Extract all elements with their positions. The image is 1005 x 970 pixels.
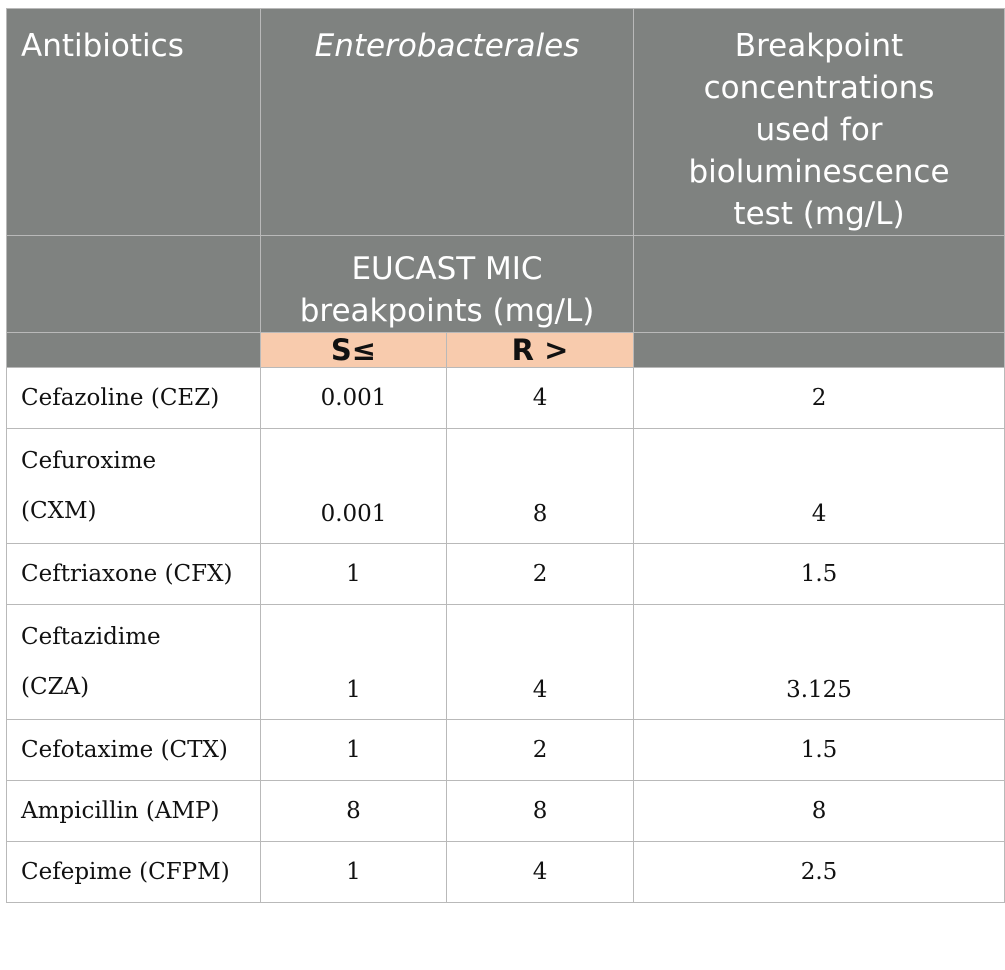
bp-value: 1.5 [633, 543, 1005, 605]
s-value: 0.001 [260, 367, 447, 429]
r-value: 4 [445, 841, 635, 903]
s-value: 1 [260, 719, 447, 781]
s-value: 8 [260, 780, 447, 842]
table-row: Ampicillin (AMP) 8 8 8 [6, 780, 1005, 842]
antibiotic-name: Ceftazidime (CZA) [6, 604, 261, 720]
subheader-r: R > [445, 332, 635, 368]
subheader-s: S≤ [260, 332, 447, 368]
header-row-2: EUCAST MIC breakpoints (mg/L) [6, 235, 1005, 333]
header-organism-label: Enterobacterales [314, 28, 580, 64]
breakpoints-table-container: Antibiotics Enterobacterales Breakpoint … [6, 8, 1005, 903]
header-empty-cell [6, 235, 261, 333]
header-eucast: EUCAST MIC breakpoints (mg/L) [259, 235, 635, 333]
header-row-3: S≤ R > [6, 332, 1005, 368]
s-value: 1 [260, 841, 447, 903]
table-row: Ceftazidime (CZA) 1 4 3.125 [6, 604, 1005, 720]
s-value: 1 [260, 604, 447, 720]
antibiotic-name: Cefazoline (CEZ) [6, 367, 261, 429]
table-row: Cefotaxime (CTX) 1 2 1.5 [6, 719, 1005, 781]
bp-value: 8 [633, 780, 1005, 842]
header-empty-cell [633, 235, 1005, 333]
bp-value: 4 [633, 428, 1005, 544]
header-antibiotics: Antibiotics [6, 8, 261, 236]
r-value: 2 [445, 719, 635, 781]
antibiotic-name: Cefuroxime (CXM) [6, 428, 261, 544]
table-row: Cefepime (CFPM) 1 4 2.5 [6, 841, 1005, 903]
header-breakpoint-line: test (mg/L) [733, 196, 905, 232]
s-value: 1 [260, 543, 447, 605]
r-value: 4 [445, 367, 635, 429]
breakpoints-table: Antibiotics Enterobacterales Breakpoint … [6, 8, 1005, 903]
r-value: 4 [445, 604, 635, 720]
bp-value: 2.5 [633, 841, 1005, 903]
header-breakpoint: Breakpoint concentrations used for biolu… [633, 8, 1005, 236]
bp-value: 2 [633, 367, 1005, 429]
antibiotic-name: Cefepime (CFPM) [6, 841, 261, 903]
table-row: Ceftriaxone (CFX) 1 2 1.5 [6, 543, 1005, 605]
header-empty-cell [633, 332, 1005, 368]
antibiotic-name: Ampicillin (AMP) [6, 780, 261, 842]
header-breakpoint-line: Breakpoint [734, 28, 904, 64]
r-value: 2 [445, 543, 635, 605]
table-row: Cefuroxime (CXM) 0.001 8 4 [6, 428, 1005, 544]
antibiotic-name: Cefotaxime (CTX) [6, 719, 261, 781]
header-breakpoint-line: concentrations [703, 70, 935, 106]
antibiotic-name: Ceftriaxone (CFX) [6, 543, 261, 605]
header-row-1: Antibiotics Enterobacterales Breakpoint … [6, 8, 1005, 236]
header-breakpoint-line: bioluminescence [688, 154, 950, 190]
header-antibiotics-label: Antibiotics [21, 28, 184, 64]
r-value: 8 [445, 428, 635, 544]
s-value: 0.001 [260, 428, 447, 544]
header-eucast-line: EUCAST MIC [351, 251, 543, 287]
header-organism: Enterobacterales [259, 8, 635, 236]
bp-value: 3.125 [633, 604, 1005, 720]
r-value: 8 [445, 780, 635, 842]
bp-value: 1.5 [633, 719, 1005, 781]
header-empty-cell [6, 332, 261, 368]
header-breakpoint-line: used for [755, 112, 883, 148]
header-eucast-line: breakpoints (mg/L) [299, 293, 595, 329]
table-row: Cefazoline (CEZ) 0.001 4 2 [6, 367, 1005, 429]
